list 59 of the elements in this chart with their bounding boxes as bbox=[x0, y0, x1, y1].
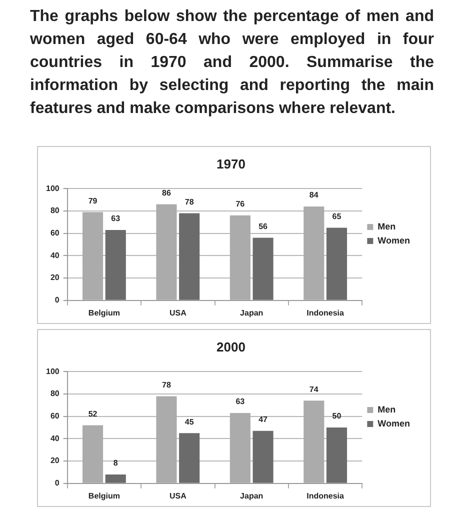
y-tick-label: 0 bbox=[54, 478, 60, 488]
y-tick-label: 60 bbox=[50, 412, 60, 421]
data-label: 74 bbox=[309, 384, 319, 394]
bar bbox=[304, 400, 324, 483]
data-label: 56 bbox=[258, 222, 268, 231]
y-tick-label: 20 bbox=[50, 273, 60, 282]
chart-title: 1970 bbox=[216, 156, 246, 172]
y-tick-label: 40 bbox=[50, 250, 60, 260]
bar bbox=[304, 206, 324, 300]
data-label: 78 bbox=[184, 197, 194, 206]
bar bbox=[230, 215, 250, 300]
data-label: 45 bbox=[184, 417, 194, 426]
data-label: 63 bbox=[236, 397, 246, 406]
bar bbox=[179, 213, 200, 300]
data-label: 78 bbox=[162, 380, 172, 390]
data-label: 50 bbox=[332, 412, 342, 421]
legend-label: Women bbox=[378, 235, 410, 246]
x-tick-label: Belgium bbox=[88, 491, 120, 500]
bar bbox=[105, 230, 126, 300]
text: The graphs below show the percentage of men and women aged 60-64 who were employed in four countries in 1970 and 2000. Summarise the information by selecting and reporting the main features and make comparisons where relevant. bbox=[30, 7, 434, 119]
data-label: 47 bbox=[258, 415, 268, 424]
data-label: 86 bbox=[162, 188, 172, 198]
bar bbox=[82, 212, 104, 300]
chart-title: 2000 bbox=[216, 339, 246, 354]
x-tick-label: USA bbox=[169, 308, 187, 318]
x-tick-label: Indonesia bbox=[306, 308, 345, 318]
bar bbox=[326, 228, 348, 300]
legend-label: Men bbox=[378, 404, 396, 414]
bar bbox=[105, 474, 126, 483]
data-label: 52 bbox=[88, 409, 98, 418]
bar bbox=[82, 425, 104, 483]
y-tick-label: 80 bbox=[50, 389, 60, 398]
data-label: 65 bbox=[332, 212, 342, 221]
bar bbox=[230, 412, 250, 483]
y-tick-label: 100 bbox=[46, 366, 60, 376]
data-label: 63 bbox=[111, 214, 121, 224]
legend-label: Women bbox=[378, 418, 410, 428]
bar bbox=[252, 238, 274, 300]
y-tick-label: 40 bbox=[50, 434, 60, 443]
data-label: 79 bbox=[88, 196, 98, 206]
bar bbox=[156, 396, 177, 483]
y-tick-label: 20 bbox=[50, 456, 60, 466]
x-tick-label: Belgium bbox=[88, 308, 120, 318]
bar bbox=[252, 430, 274, 483]
bar bbox=[156, 204, 177, 300]
y-tick-label: 0 bbox=[54, 296, 60, 305]
x-tick-label: Japan bbox=[240, 308, 264, 318]
y-tick-label: 60 bbox=[50, 228, 60, 238]
x-tick-label: Indonesia bbox=[306, 491, 345, 500]
bar bbox=[179, 433, 200, 483]
y-tick-label: 80 bbox=[50, 206, 60, 216]
data-label: 84 bbox=[309, 190, 319, 200]
x-tick-label: Japan bbox=[240, 491, 264, 500]
y-tick-label: 100 bbox=[46, 184, 60, 193]
x-tick-label: USA bbox=[169, 491, 187, 500]
legend-label: Men bbox=[378, 221, 396, 232]
bar bbox=[326, 428, 348, 483]
data-label: 8 bbox=[113, 458, 118, 468]
data-label: 76 bbox=[236, 200, 246, 209]
